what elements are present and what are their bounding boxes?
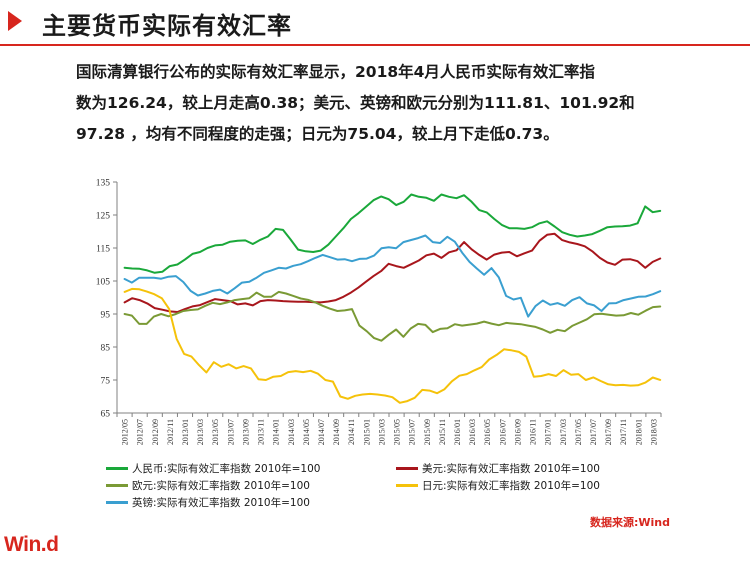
summary-line: 数为126.24，较上月走高0.38；美元、英镑和欧元分别为111.81、101… (76, 94, 635, 112)
x-tick-label: 2016/09 (513, 419, 522, 445)
legend-item-eur: 欧元:实际有效汇率指数 2010年=100 (106, 478, 310, 493)
legend-swatch-cny (106, 467, 128, 470)
series-line-eur (123, 290, 662, 342)
x-tick-label: 2017/11 (619, 419, 628, 445)
legend-label: 欧元:实际有效汇率指数 2010年=100 (132, 480, 310, 492)
x-tick-label: 2014/11 (347, 419, 356, 445)
x-tick-label: 2015/05 (393, 419, 402, 445)
summary-line: 国际清算银行公布的实际有效汇率显示，2018年4月人民币实际有效汇率指 (76, 63, 595, 81)
x-tick-label: 2018/03 (649, 419, 658, 445)
x-tick-label: 2017/07 (589, 419, 598, 445)
x-tick-label: 2012/11 (166, 419, 175, 445)
legend-item-jpy: 日元:实际有效汇率指数 2010年=100 (396, 478, 600, 493)
y-tick-label: 115 (96, 245, 110, 255)
legend-swatch-usd (396, 467, 418, 470)
y-tick-label: 125 (96, 212, 111, 222)
x-tick-label: 2014/01 (272, 419, 281, 445)
x-tick-label: 2015/03 (377, 419, 386, 445)
x-tick-label: 2014/07 (317, 419, 326, 445)
x-tick-label: 2012/05 (121, 419, 130, 445)
y-tick-label: 95 (101, 311, 111, 321)
x-tick-label: 2017/09 (604, 419, 613, 445)
series-line-gbp (123, 234, 662, 318)
legend-item-gbp: 英镑:实际有效汇率指数 2010年=100 (106, 495, 310, 510)
x-tick-label: 2014/09 (332, 419, 341, 445)
y-tick-label: 65 (101, 410, 111, 420)
x-tick-label: 2013/05 (211, 419, 220, 445)
summary-line: 97.28 ，均有不同程度的走强；日元为75.04，较上月下走低0.73。 (76, 125, 559, 143)
x-tick-label: 2016/05 (483, 419, 492, 445)
legend-item-cny: 人民币:实际有效汇率指数 2010年=100 (106, 461, 320, 476)
x-tick-label: 2016/01 (453, 419, 462, 445)
slide-header: 主要货币实际有效汇率 (0, 0, 750, 46)
x-tick-label: 2016/03 (468, 419, 477, 445)
x-tick-label: 2012/09 (151, 419, 160, 445)
x-tick-label: 2015/07 (408, 419, 417, 445)
x-tick-label: 2013/11 (257, 419, 266, 445)
legend-label: 人民币:实际有效汇率指数 2010年=100 (132, 463, 321, 475)
x-tick-label: 2013/03 (196, 419, 205, 445)
x-tick-label: 2017/03 (559, 419, 568, 445)
y-tick-label: 105 (96, 278, 111, 288)
legend-label: 日元:实际有效汇率指数 2010年=100 (422, 480, 600, 492)
title-divider (0, 44, 750, 46)
series-line-jpy (123, 287, 662, 404)
x-tick-label: 2013/09 (241, 419, 250, 445)
summary-text: 国际清算银行公布的实际有效汇率显示，2018年4月人民币实际有效汇率指 数为12… (76, 57, 716, 150)
legend-swatch-jpy (396, 484, 418, 487)
x-tick-label: 2017/01 (544, 419, 553, 445)
title-arrow-icon (8, 11, 22, 31)
series-line-cny (123, 193, 662, 274)
x-tick-label: 2018/01 (634, 419, 643, 445)
legend-label: 英镑:实际有效汇率指数 2010年=100 (132, 497, 310, 509)
series-line-usd (123, 232, 662, 313)
x-tick-label: 2014/03 (287, 419, 296, 445)
y-tick-label: 75 (101, 377, 111, 387)
legend-swatch-eur (106, 484, 128, 487)
x-tick-label: 2013/07 (226, 419, 235, 445)
wind-logo: Win.d (4, 533, 59, 556)
x-tick-label: 2014/05 (302, 419, 311, 445)
data-source-note: 数据来源:Wind (590, 516, 671, 529)
x-tick-label: 2016/11 (529, 419, 538, 445)
y-tick-label: 135 (96, 179, 111, 189)
x-tick-label: 2015/09 (423, 419, 432, 445)
x-tick-label: 2015/01 (362, 419, 371, 445)
x-tick-label: 2017/05 (574, 419, 583, 445)
y-tick-label: 85 (101, 344, 111, 354)
legend-swatch-gbp (106, 501, 128, 504)
slide-title: 主要货币实际有效汇率 (42, 12, 292, 40)
x-tick-label: 2016/07 (498, 419, 507, 445)
x-tick-label: 2013/01 (181, 419, 190, 445)
x-tick-label: 2015/11 (438, 419, 447, 445)
x-tick-label: 2012/07 (136, 419, 145, 445)
legend-label: 美元:实际有效汇率指数 2010年=100 (422, 463, 600, 475)
legend-item-usd: 美元:实际有效汇率指数 2010年=100 (396, 461, 600, 476)
